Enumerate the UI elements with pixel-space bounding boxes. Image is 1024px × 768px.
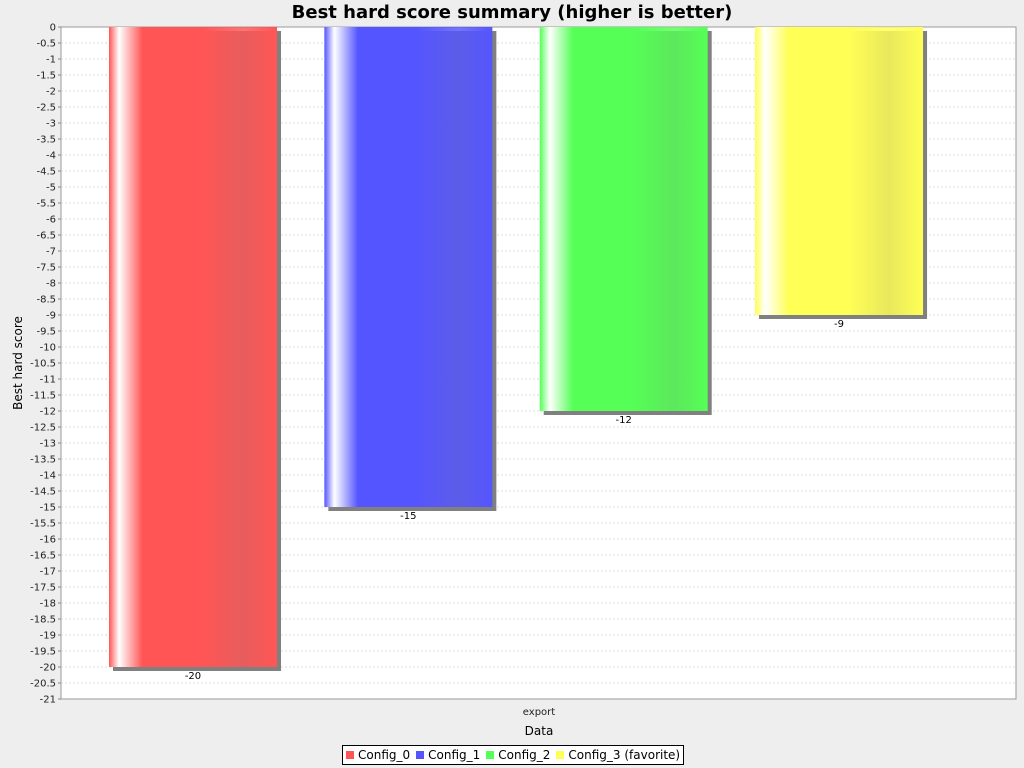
bar-config-1 <box>324 27 493 507</box>
y-axis-ticks: 0 -0.5 -1 -1.5 -2 -2.5 -3 -3.5 -4 -4.5 -5 -5.5 -6 -6.… <box>30 23 61 706</box>
legend-label-config-2: Config_2 <box>498 748 551 762</box>
y-tick-label: -8.5 <box>36 295 56 306</box>
y-tick-label: -9.5 <box>36 327 56 338</box>
y-axis-title: Best hard score <box>11 316 25 410</box>
y-tick-label: -19 <box>40 631 56 642</box>
y-tick-label: -3 <box>46 119 56 130</box>
y-tick-label: -14.5 <box>30 487 56 498</box>
bar-value-label: -15 <box>400 511 416 522</box>
x-category-label: export <box>523 707 555 718</box>
y-tick-label: -17 <box>40 567 56 578</box>
y-tick-label: -18 <box>40 599 56 610</box>
legend-label-config-3: Config_3 (favorite) <box>568 748 681 762</box>
y-tick-label: -7 <box>46 247 56 258</box>
y-tick-label: -16.5 <box>30 551 56 562</box>
y-tick-label: -10 <box>40 343 56 354</box>
legend-item-config-0: Config_0 <box>346 748 410 762</box>
bar-value-label: -20 <box>185 671 201 682</box>
y-tick-label: -16 <box>40 535 56 546</box>
legend-swatch-config-0 <box>346 751 354 759</box>
y-tick-label: -14 <box>40 471 56 482</box>
chart-title: Best hard score summary (higher is bette… <box>292 2 733 23</box>
y-tick-label: -13 <box>40 439 56 450</box>
y-tick-label: -12 <box>40 407 56 418</box>
y-tick-label: -13.5 <box>30 455 56 466</box>
legend-swatch-config-1 <box>416 751 425 759</box>
y-tick-label: -4 <box>46 151 56 162</box>
legend-label-config-0: Config_0 <box>358 748 411 762</box>
bar-config-2 <box>539 27 708 411</box>
legend-swatch-config-2 <box>486 751 495 759</box>
y-tick-label: -5 <box>46 183 56 194</box>
y-gridlines <box>61 42 1016 684</box>
y-tick-label: -21 <box>40 695 56 706</box>
y-tick-label: -2 <box>46 87 56 98</box>
y-tick-label: -6 <box>46 215 56 226</box>
bars <box>109 27 928 671</box>
bar-value-label: -9 <box>834 319 844 330</box>
y-tick-label: -6.5 <box>36 231 56 242</box>
bar-value-label: -12 <box>616 415 632 426</box>
legend-item-config-1: Config_1 <box>416 748 480 762</box>
y-tick-label: -9 <box>46 311 56 322</box>
y-tick-label: -10.5 <box>30 359 56 370</box>
y-tick-label: -3.5 <box>36 135 56 146</box>
chart-legend: Config_0 Config_1 Config_2 Config_3 (fav… <box>342 745 685 765</box>
y-tick-label: -4.5 <box>36 167 56 178</box>
y-tick-label: -17.5 <box>30 583 56 594</box>
legend-item-config-2: Config_2 <box>486 748 550 762</box>
y-tick-label: -0.5 <box>36 39 56 50</box>
data-labels: -20 -15 -12 -9 <box>185 319 844 682</box>
legend-item-config-3: Config_3 (favorite) <box>556 748 680 762</box>
y-tick-label: -15.5 <box>30 519 56 530</box>
y-tick-label: -20 <box>40 663 56 674</box>
y-tick-label: -1 <box>46 55 56 66</box>
y-tick-label: -19.5 <box>30 647 56 658</box>
y-tick-label: -12.5 <box>30 423 56 434</box>
bar-config-0 <box>109 27 277 667</box>
y-tick-label: -11 <box>40 375 56 386</box>
y-tick-label: -18.5 <box>30 615 56 626</box>
legend-label-config-1: Config_1 <box>428 748 481 762</box>
y-tick-label: -8 <box>46 279 56 290</box>
x-axis-title: Data <box>525 724 554 738</box>
y-tick-label: -1.5 <box>36 71 56 82</box>
y-tick-label: -15 <box>40 503 56 514</box>
y-tick-label: -11.5 <box>30 391 56 402</box>
bar-chart: Best hard score summary (higher is bette… <box>11 2 1017 738</box>
y-tick-label: -5.5 <box>36 199 56 210</box>
y-tick-label: -20.5 <box>30 679 56 690</box>
y-tick-label: 0 <box>50 23 56 34</box>
y-tick-label: -2.5 <box>36 103 56 114</box>
bar-config-3-favorite <box>755 27 924 315</box>
y-tick-label: -7.5 <box>36 263 56 274</box>
legend-swatch-config-3 <box>556 751 565 759</box>
